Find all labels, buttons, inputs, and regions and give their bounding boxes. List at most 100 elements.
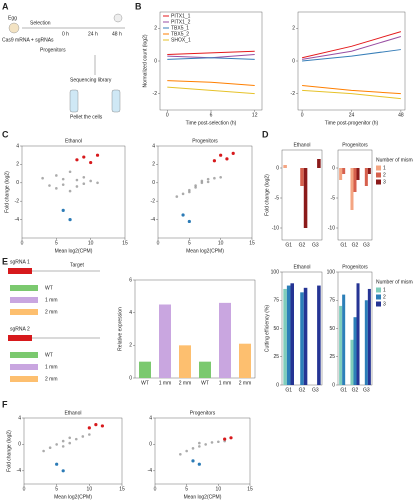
plot-frame xyxy=(154,417,251,485)
bar xyxy=(199,361,211,378)
x-tick-label: 15 xyxy=(119,486,125,492)
legend-swatch xyxy=(376,179,381,185)
point xyxy=(82,175,86,179)
bar xyxy=(303,287,308,385)
x-tick-label: 2 mm xyxy=(179,380,192,386)
point xyxy=(96,181,99,185)
y-tick-label: 0 xyxy=(129,375,132,381)
x-tick-label: G1 xyxy=(340,387,347,393)
point xyxy=(175,195,179,198)
y-tick-label: 4 xyxy=(149,415,152,421)
y-tick-label: 0 xyxy=(332,382,335,388)
x-tick-label: 15 xyxy=(249,240,255,246)
point xyxy=(61,208,65,212)
plot-frame xyxy=(337,149,373,241)
line-series xyxy=(302,31,402,59)
y-tick-label: 0 xyxy=(16,180,19,186)
y-tick-label: 75 xyxy=(273,298,279,304)
bar xyxy=(179,345,191,378)
chart-title: Progenitors xyxy=(342,142,368,148)
y-axis-label: Cutting efficiency (%) xyxy=(264,305,270,352)
point xyxy=(55,174,58,177)
line-series xyxy=(167,50,255,55)
y-tick-label: 0 xyxy=(332,165,335,171)
egg-icon xyxy=(8,22,20,34)
y-axis-label: Relative expression xyxy=(117,307,123,351)
label: WT xyxy=(45,352,53,358)
point xyxy=(198,445,201,448)
plot-frame xyxy=(23,417,123,485)
point xyxy=(82,182,86,186)
panel-label: C xyxy=(2,129,9,139)
x-tick-label: 0 xyxy=(21,240,24,246)
x-tick-label: G2 xyxy=(299,242,306,248)
bar xyxy=(219,302,231,378)
bar xyxy=(283,288,287,385)
box xyxy=(10,285,38,291)
y-tick-label: 6 xyxy=(129,277,132,283)
point xyxy=(179,453,182,456)
construct xyxy=(8,268,32,274)
line-series xyxy=(167,57,255,60)
x-tick-label: 6 xyxy=(210,112,213,118)
legend-label: TBX5_1 xyxy=(171,25,189,31)
chart-title: Ethanol xyxy=(65,410,82,416)
legend-swatch xyxy=(376,287,381,293)
point xyxy=(61,183,65,186)
label: 24 h xyxy=(88,31,98,37)
schematic-a: Egg Cas9 mRNA + sgRNAs Selection Progeni… xyxy=(2,13,125,120)
panel-label: B xyxy=(135,1,142,11)
x-axis-label: Mean log2(CPM) xyxy=(184,494,222,500)
point xyxy=(217,440,220,444)
bar xyxy=(303,168,308,228)
point xyxy=(61,445,65,448)
legend-swatch xyxy=(376,172,381,178)
label: 2 mm xyxy=(45,376,58,382)
x-tick-label: 5 xyxy=(185,486,188,492)
point xyxy=(223,437,227,441)
plot-frame xyxy=(281,149,323,241)
legend-label: 1 xyxy=(383,165,386,171)
point xyxy=(89,160,93,165)
point xyxy=(68,441,72,445)
construct xyxy=(8,335,32,341)
label: Pellet the cells xyxy=(70,114,103,120)
label: Egg xyxy=(8,15,17,21)
tube-icon xyxy=(69,89,79,113)
plot-frame xyxy=(157,145,253,239)
point xyxy=(48,446,52,450)
y-tick-label: 0 xyxy=(154,58,157,64)
x-tick-label: G1 xyxy=(340,242,347,248)
x-tick-label: 0 xyxy=(301,112,304,118)
bar xyxy=(350,168,354,210)
point xyxy=(200,179,204,183)
y-tick-label: 0 xyxy=(276,165,279,171)
y-tick-label: -10 xyxy=(328,225,335,231)
point xyxy=(42,449,45,453)
bar xyxy=(364,168,368,186)
line-series xyxy=(167,80,255,86)
panel-label: D xyxy=(262,129,269,139)
x-tick-label: WT xyxy=(201,380,209,386)
point xyxy=(210,441,214,444)
label: sgRNA 1 xyxy=(10,259,30,265)
point xyxy=(188,190,191,194)
chart-title: Progenitors xyxy=(190,410,216,416)
label: 2 mm xyxy=(45,309,58,315)
plot-frame xyxy=(297,11,406,111)
legend-label: 3 xyxy=(383,301,386,307)
box xyxy=(10,297,38,303)
label: 0 h xyxy=(62,31,69,37)
x-tick-label: G3 xyxy=(363,387,370,393)
y-tick-label: 25 xyxy=(273,354,279,360)
line-series xyxy=(302,85,401,95)
point xyxy=(185,449,188,453)
point xyxy=(48,184,51,187)
y-tick-label: 2 xyxy=(292,26,295,32)
y-tick-label: 2 xyxy=(152,162,155,168)
point xyxy=(197,462,201,466)
x-tick-label: 24 xyxy=(349,112,355,118)
point xyxy=(75,178,79,182)
label: 1 mm xyxy=(45,364,58,370)
